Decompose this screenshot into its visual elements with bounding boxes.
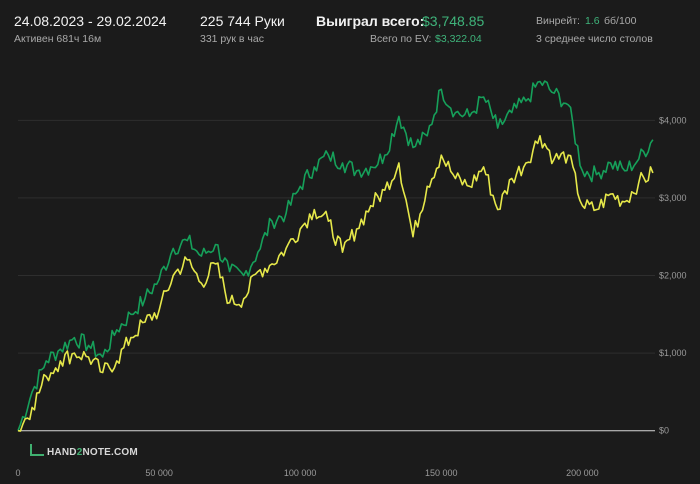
x-tick-label: 100 000 xyxy=(284,468,317,478)
series-line-ev xyxy=(17,135,654,432)
won-total-label: Выиграл всего: xyxy=(316,13,425,29)
ev-total-value: $3,322.04 xyxy=(435,33,482,45)
profit-chart: $0 $1,000 $2,000 $3,000 $4,000 0 50 000 100 00… xyxy=(15,80,687,478)
series-line-won xyxy=(17,80,654,431)
won-total-value: $3,748.85 xyxy=(422,13,485,29)
x-tick-label: 0 xyxy=(15,468,20,478)
x-tick-label: 150 000 xyxy=(425,468,458,478)
hands-count: 225 744 Руки xyxy=(200,13,285,29)
hand2note-logo: HAND2NOTE.COM xyxy=(30,444,138,458)
winrate-value: 1.6 xyxy=(585,15,600,27)
y-tick-label: $3,000 xyxy=(659,193,687,203)
active-time: Активен 681ч 16м xyxy=(14,33,102,45)
tables-average: 3 среднее число столов xyxy=(536,33,653,45)
y-tick-label: $4,000 xyxy=(659,115,687,125)
hands-per-hour: 331 рук в час xyxy=(200,33,264,45)
x-tick-label: 50 000 xyxy=(145,468,173,478)
winrate-unit: бб/100 xyxy=(604,15,637,27)
winrate-label: Винрейт: xyxy=(536,15,580,27)
date-range: 24.08.2023 - 29.02.2024 xyxy=(14,13,167,29)
stats-header: 24.08.2023 - 29.02.2024 Активен 681ч 16м… xyxy=(0,0,700,54)
x-tick-label: 200 000 xyxy=(566,468,599,478)
y-tick-label: $1,000 xyxy=(659,348,687,358)
hand2note-logo-icon xyxy=(30,444,44,456)
y-tick-label: $0 xyxy=(659,426,669,436)
ev-total-label: Всего по EV: xyxy=(370,33,432,45)
y-tick-label: $2,000 xyxy=(659,271,687,281)
